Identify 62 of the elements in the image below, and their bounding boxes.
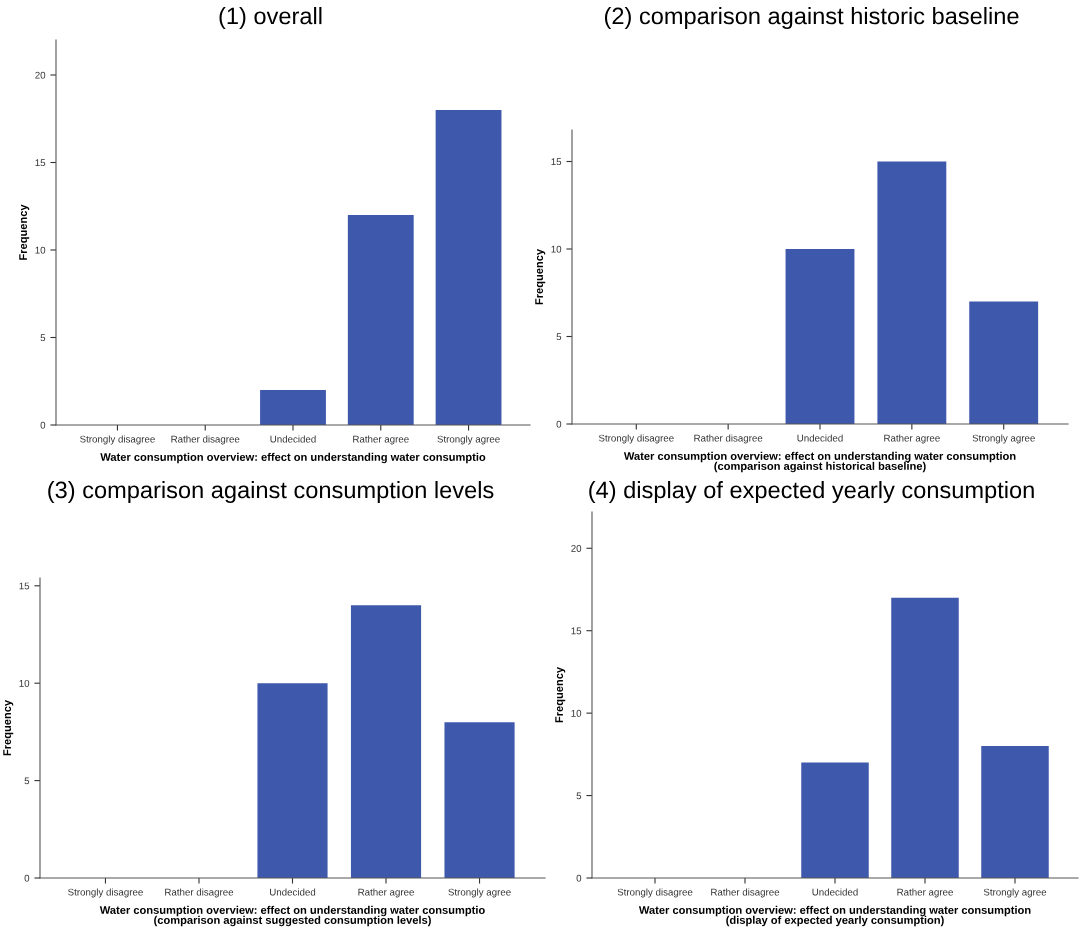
chart-title: (4) display of expected yearly consumption xyxy=(589,480,1034,504)
y-tick-label: 20 xyxy=(571,545,582,552)
x-tick-label: Strongly disagree xyxy=(617,888,693,898)
bar xyxy=(347,215,414,425)
y-tick-label: 5 xyxy=(24,777,30,785)
x-tick-label: Undecided xyxy=(812,888,858,896)
y-tick-label: 10 xyxy=(571,709,582,717)
y-tick-label: 0 xyxy=(556,420,562,428)
y-tick-label: 0 xyxy=(40,421,46,429)
y-tick-label: 15 xyxy=(35,159,46,167)
x-tick-label: Strongly disagree xyxy=(68,888,143,898)
x-tick-label: Undecided xyxy=(270,435,316,443)
x-tick-label: Strongly disagree xyxy=(80,435,155,445)
y-tick-label: 10 xyxy=(19,679,30,687)
y-tick-label: 0 xyxy=(576,874,582,882)
x-tick-label: Strongly disagree xyxy=(598,434,674,444)
x-tick-label: Rather agree xyxy=(884,434,940,444)
y-tick-label: 20 xyxy=(35,71,46,79)
x-tick-label: Rather agree xyxy=(353,435,409,445)
x-tick-label: Undecided xyxy=(270,888,316,896)
x-axis-title: Water consumption overview: effect on understanding water consumptio xyxy=(100,452,486,464)
bar xyxy=(801,762,869,878)
y-tick-label: 5 xyxy=(576,792,582,800)
x-tick-label: Strongly agree xyxy=(983,888,1047,898)
y-tick-label: 15 xyxy=(19,582,30,590)
chart-title: (3) comparison against consumption levels xyxy=(48,480,494,504)
x-tick-label: Rather disagree xyxy=(694,434,763,444)
x-axis-title: Water consumption overview: effect on understanding water consumptio (comparison against suggested consumption levels) xyxy=(99,905,485,927)
bar xyxy=(260,390,326,425)
x-tick-label: Strongly agree xyxy=(437,435,500,445)
x-tick-label: Undecided xyxy=(797,434,843,442)
chart-title: (1) overall xyxy=(219,7,322,29)
y-axis-title: Frequency xyxy=(535,248,546,305)
y-axis-title: Frequency xyxy=(19,204,30,260)
y-axis-title: Frequency xyxy=(3,699,14,756)
x-tick-label: Rather disagree xyxy=(171,435,240,445)
x-tick-label: Strongly agree xyxy=(448,888,511,898)
bar xyxy=(444,722,515,878)
y-tick-label: 0 xyxy=(24,874,30,882)
bar xyxy=(969,301,1039,424)
y-tick-label: 5 xyxy=(40,334,46,342)
y-tick-label: 5 xyxy=(556,333,562,341)
bar xyxy=(877,161,947,424)
y-tick-label: 10 xyxy=(551,245,562,253)
x-tick-label: Rather disagree xyxy=(711,888,780,898)
x-tick-label: Rather agree xyxy=(897,888,953,898)
x-tick-label: Strongly agree xyxy=(972,434,1035,444)
bar xyxy=(257,683,328,878)
x-tick-label: Rather disagree xyxy=(165,888,234,898)
x-axis-title: Water consumption overview: effect on understanding water consumption (display of expected yearly consumption) xyxy=(638,905,1031,927)
y-axis-title: Frequency xyxy=(555,666,566,723)
bar xyxy=(350,605,422,878)
bar xyxy=(891,597,959,878)
x-axis-title: Water consumption overview: effect on understanding water consumption (comparison against historical baseline) xyxy=(623,451,1016,473)
chart-title: (2) comparison against historic baseline xyxy=(604,7,1019,29)
bar xyxy=(785,249,855,424)
bar xyxy=(981,746,1049,878)
x-tick-label: Rather agree xyxy=(358,888,414,898)
y-tick-label: 15 xyxy=(551,158,562,166)
y-tick-label: 10 xyxy=(35,246,46,254)
bar xyxy=(435,110,502,425)
y-tick-label: 15 xyxy=(571,627,582,635)
